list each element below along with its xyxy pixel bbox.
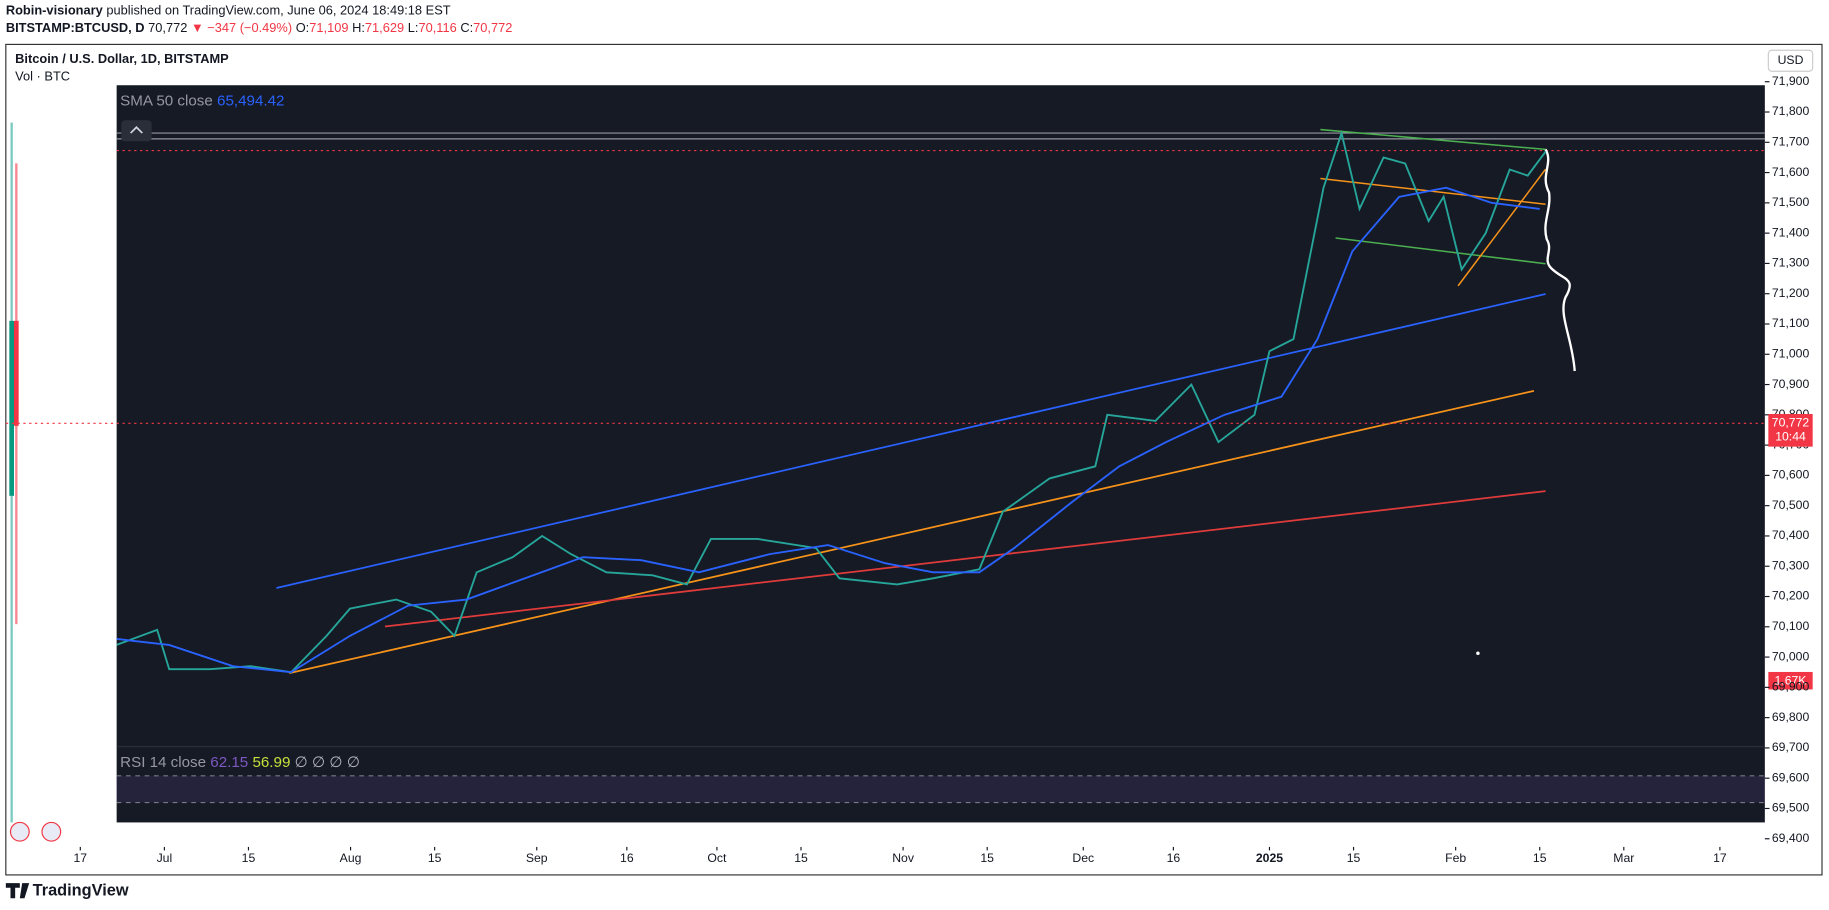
x-tick-label: Jul	[157, 851, 173, 865]
volume-strip	[13, 320, 19, 426]
rsi-ma-value: 56.99	[252, 754, 290, 771]
sma-legend: SMA 50 close 65,494.42	[120, 93, 284, 110]
y-tick-label: 71,100	[1772, 316, 1810, 330]
o-label: O:	[296, 21, 310, 36]
y-tick-label: 71,400	[1772, 225, 1810, 239]
x-tick-label: Dec	[1072, 851, 1094, 865]
y-tick-label: 71,800	[1772, 104, 1810, 118]
rsi-extra: ∅ ∅ ∅ ∅	[295, 754, 360, 771]
y-tick-label: 70,400	[1772, 528, 1810, 542]
x-tick-label: 17	[1713, 851, 1727, 865]
trend-line	[276, 293, 1546, 589]
y-tick-label: 69,500	[1772, 801, 1810, 815]
dot	[1476, 651, 1480, 656]
volume-tag	[1768, 671, 1813, 690]
y-tick-label: 71,500	[1772, 195, 1810, 209]
x-tick-label: Oct	[707, 851, 727, 865]
sma-label: SMA 50 close	[120, 93, 213, 110]
brand: TradingView	[33, 882, 129, 900]
y-tick-label: 69,700	[1772, 740, 1810, 754]
x-tick-label: 15	[242, 851, 256, 865]
chart-title: Bitcoin / U.S. Dollar, 1D, BITSTAMP	[15, 51, 229, 66]
countdown: 10:44	[1775, 430, 1806, 444]
rsi-label: RSI 14 close	[120, 754, 206, 771]
volume-strip	[9, 320, 14, 496]
y-tick-label: 70,500	[1772, 498, 1810, 512]
x-tick-label: Feb	[1445, 851, 1466, 865]
publisher: Robin-visionary	[6, 3, 104, 18]
last: 70,772	[148, 21, 187, 36]
x-tick-label: 17	[74, 851, 88, 865]
open: 71,109	[309, 21, 348, 36]
plot-panel	[116, 85, 1765, 823]
y-tick-label: 69,400	[1772, 831, 1810, 845]
high: 71,629	[365, 21, 404, 36]
trend-line	[384, 490, 1546, 628]
channel-line	[1457, 168, 1547, 287]
y-tick-label: 69,800	[1772, 710, 1810, 724]
flag-icon	[41, 821, 62, 842]
collapse-icon	[130, 125, 143, 134]
x-tick-label: 16	[620, 851, 634, 865]
series-layer	[116, 129, 1547, 674]
series-line	[116, 129, 1547, 674]
rsi-legend: RSI 14 close 62.15 56.99 ∅ ∅ ∅ ∅	[120, 754, 360, 771]
y-tick-label: 70,100	[1772, 619, 1810, 633]
channel-line	[1320, 177, 1546, 205]
x-tick-label: 16	[1167, 851, 1181, 865]
collapse-button[interactable]	[121, 120, 152, 142]
y-tick-label: 70,600	[1772, 468, 1810, 482]
series-line	[116, 186, 1540, 674]
volume-tag-text: 1.67K	[1775, 674, 1808, 688]
y-tick-label: 69,600	[1772, 770, 1810, 784]
price-tag	[1768, 413, 1813, 447]
drawings	[116, 128, 1765, 674]
x-tick-label: 2025	[1256, 851, 1283, 865]
x-tick-label: 15	[1347, 851, 1361, 865]
x-tick-label: 15	[794, 851, 808, 865]
brand-logo	[5, 883, 30, 899]
header-line: Robin-visionary published on TradingView…	[6, 3, 451, 18]
y-tick-label: 70,200	[1772, 589, 1810, 603]
change: ▼ −347 (−0.49%)	[191, 21, 292, 36]
rsi-value: 62.15	[210, 754, 248, 771]
low: 70,116	[418, 21, 456, 36]
y-tick-label: 70,300	[1772, 558, 1810, 572]
y-tick-label: 71,600	[1772, 165, 1810, 179]
symbol: BITSTAMP:BTCUSD, D	[6, 21, 145, 36]
x-tick-label: 15	[1533, 851, 1547, 865]
c-label: C:	[460, 21, 473, 36]
channel-line	[1320, 128, 1546, 151]
channel-line	[1335, 237, 1546, 265]
x-tick-label: Mar	[1613, 851, 1634, 865]
h-label: H:	[352, 21, 365, 36]
x-tick-label: 15	[980, 851, 994, 865]
sma-value: 65,494.42	[217, 93, 284, 110]
quote-line: BITSTAMP:BTCUSD, D 70,772 ▼ −347 (−0.49%…	[6, 21, 513, 36]
y-tick-label: 69,900	[1772, 680, 1810, 694]
volume-legend: Vol · BTC	[15, 68, 70, 83]
currency: USD	[1778, 53, 1804, 67]
flag-icon	[9, 821, 30, 842]
y-tick-label: 71,900	[1772, 74, 1810, 88]
y-tick-label: 71,000	[1772, 346, 1810, 360]
x-tick-label: Nov	[892, 851, 915, 865]
l-label: L:	[408, 21, 419, 36]
y-tick-label: 70,000	[1772, 649, 1810, 663]
y-tick-label: 71,200	[1772, 286, 1810, 300]
y-tick-label: 71,300	[1772, 256, 1810, 270]
x-tick-label: Sep	[526, 851, 548, 865]
published: published on TradingView.com, June 06, 2…	[106, 3, 450, 18]
x-tick-label: 15	[428, 851, 442, 865]
rsi-band	[116, 775, 1765, 803]
currency-button[interactable]	[1767, 49, 1814, 72]
freehand	[1544, 148, 1576, 372]
x-tick-label: Aug	[340, 851, 362, 865]
trend-line	[289, 389, 1535, 674]
price-tag-text: 70,772	[1772, 416, 1810, 430]
y-tick-label: 71,700	[1772, 135, 1810, 149]
y-tick-label: 70,900	[1772, 377, 1810, 391]
close: 70,772	[473, 21, 512, 36]
